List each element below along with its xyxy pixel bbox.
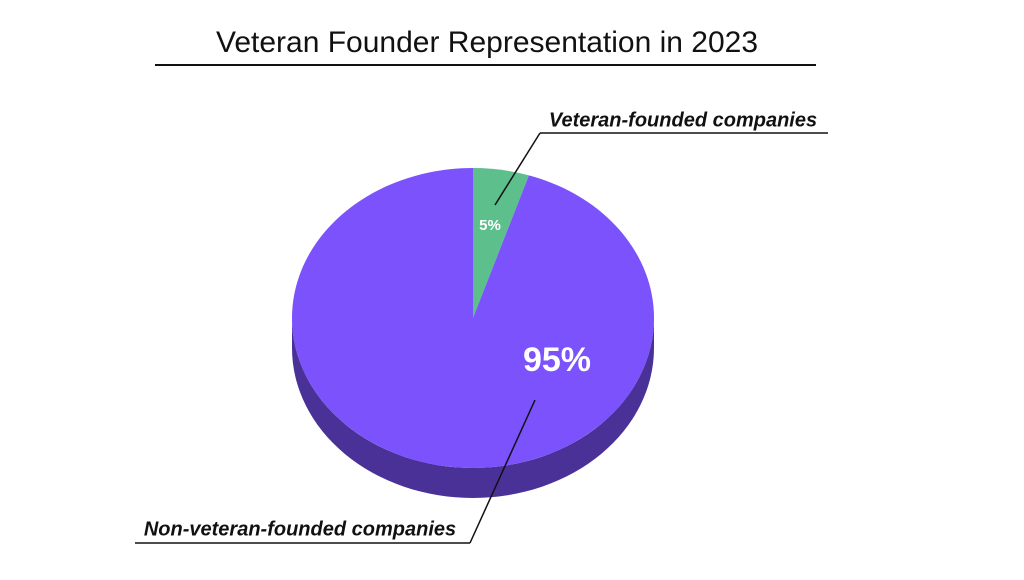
category-label: Non-veteran-founded companies	[144, 518, 456, 540]
leader-line	[469, 399, 536, 544]
leader-line	[494, 132, 541, 206]
slice	[292, 168, 654, 469]
chart-title: Veteran Founder Representation in 2023	[216, 26, 758, 59]
value-label: 5%	[479, 217, 501, 234]
slice-side	[292, 318, 654, 498]
slice	[473, 168, 529, 318]
value-label: 95%	[523, 341, 591, 379]
category-label: Veteran-founded companies	[549, 109, 817, 131]
